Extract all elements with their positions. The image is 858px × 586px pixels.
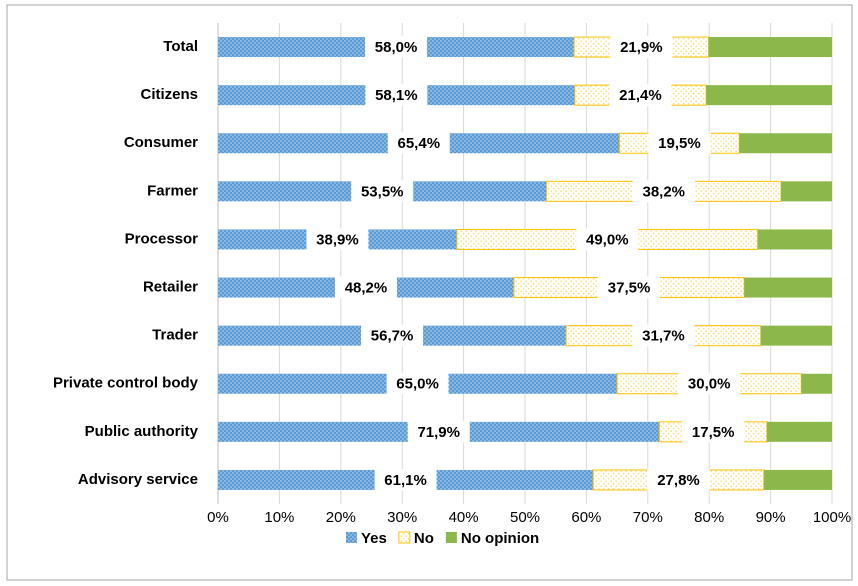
x-tick-label: 90% (756, 509, 786, 526)
value-label: 56,7% (371, 328, 414, 345)
value-label-bg (365, 36, 428, 59)
value-label-bg (648, 132, 711, 155)
value-label-bg (351, 180, 414, 203)
value-label: 21,9% (620, 39, 663, 56)
value-label: 37,5% (608, 280, 651, 297)
value-label-bg (598, 276, 661, 299)
category-label: Retailer (143, 279, 198, 296)
value-label: 71,9% (417, 424, 460, 441)
value-label-bg (609, 84, 672, 107)
value-label-bg (610, 36, 673, 59)
bar-segment (744, 277, 832, 298)
category-label: Trader (152, 327, 198, 344)
value-label: 65,0% (396, 376, 439, 393)
value-label: 31,7% (642, 328, 685, 345)
value-label: 17,5% (692, 424, 735, 441)
value-label: 38,2% (642, 183, 685, 200)
value-label-bg (576, 228, 639, 251)
value-label-bg (334, 276, 397, 299)
value-label: 58,0% (375, 39, 418, 56)
bar-segment (706, 85, 832, 106)
x-tick-label: 20% (326, 509, 356, 526)
value-label-bg (361, 324, 424, 347)
value-label: 65,4% (398, 135, 441, 152)
bar-segment (766, 421, 832, 442)
legend-label: No (414, 530, 434, 547)
x-tick-label: 40% (449, 509, 479, 526)
x-tick-label: 80% (694, 509, 724, 526)
legend-swatch (346, 532, 357, 543)
value-label-bg (632, 180, 695, 203)
value-label-bg (374, 468, 437, 491)
bar-segment (781, 181, 832, 202)
value-label-bg (647, 468, 710, 491)
category-label: Consumer (124, 134, 198, 151)
category-label: Public authority (85, 423, 199, 440)
category-label: Total (163, 38, 198, 55)
value-label: 38,9% (316, 231, 359, 248)
bar-segment (763, 469, 832, 490)
x-tick-label: 0% (207, 509, 229, 526)
value-label: 58,1% (375, 87, 418, 104)
bar-segment (801, 373, 832, 394)
x-tick-label: 70% (633, 509, 663, 526)
value-label: 21,4% (619, 87, 662, 104)
value-label-bg (386, 372, 449, 395)
value-label-bg (306, 228, 369, 251)
category-label: Processor (125, 230, 199, 247)
x-tick-label: 50% (510, 509, 540, 526)
value-label: 30,0% (688, 376, 731, 393)
value-label: 19,5% (658, 135, 701, 152)
x-tick-label: 60% (571, 509, 601, 526)
value-label-bg (678, 372, 741, 395)
value-label-bg (365, 84, 428, 107)
bar-segment (739, 133, 832, 154)
value-label-bg (682, 420, 745, 443)
x-tick-label: 10% (264, 509, 294, 526)
value-label: 27,8% (657, 472, 700, 489)
category-label: Citizens (140, 86, 198, 103)
category-label: Advisory service (78, 471, 198, 488)
value-label: 49,0% (586, 231, 629, 248)
value-label: 48,2% (345, 280, 388, 297)
value-label-bg (407, 420, 470, 443)
category-label: Farmer (147, 182, 198, 199)
category-label: Private control body (53, 375, 199, 392)
legend-label: Yes (361, 530, 387, 547)
bar-segment (760, 325, 832, 346)
value-label-bg (632, 324, 695, 347)
value-label-bg (387, 132, 450, 155)
bar-segment (757, 229, 832, 250)
value-label: 61,1% (384, 472, 427, 489)
x-tick-label: 100% (813, 509, 851, 526)
x-tick-label: 30% (387, 509, 417, 526)
legend-swatch (445, 532, 457, 543)
legend-swatch (398, 531, 411, 544)
legend-label: No opinion (461, 530, 539, 547)
value-label: 53,5% (361, 183, 404, 200)
bar-segment (708, 37, 832, 58)
